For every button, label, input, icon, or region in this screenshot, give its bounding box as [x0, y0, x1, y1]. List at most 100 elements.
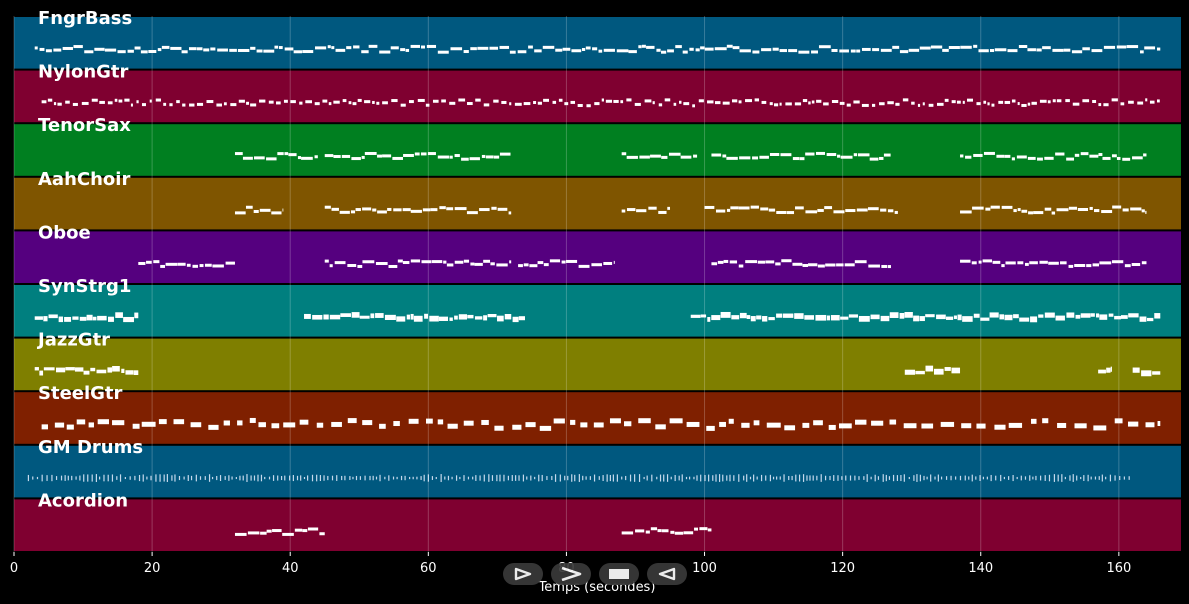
note [673, 102, 677, 106]
drum-hit [526, 476, 528, 480]
drum-hit [990, 474, 992, 482]
note [426, 418, 433, 424]
note [299, 419, 309, 425]
note [382, 101, 388, 105]
note [760, 207, 769, 211]
note [624, 421, 632, 427]
drum-hit [738, 474, 740, 482]
note [272, 529, 282, 533]
note [992, 260, 1001, 264]
note [1082, 47, 1090, 51]
note [302, 529, 308, 533]
rewind-button[interactable] [647, 563, 687, 585]
note [577, 104, 583, 108]
note [1038, 314, 1044, 318]
note [750, 316, 756, 322]
note [805, 152, 815, 156]
note [533, 101, 537, 105]
note [461, 157, 469, 161]
notes-synstrg1 [34, 311, 1161, 323]
drum-hit [300, 475, 302, 481]
note [871, 103, 876, 107]
note [454, 260, 464, 264]
note [107, 316, 114, 322]
note [999, 314, 1004, 320]
note [956, 100, 961, 104]
note [628, 50, 637, 54]
note [1080, 152, 1089, 156]
note [983, 100, 987, 104]
track-band-acordion [14, 499, 1181, 551]
note [294, 528, 303, 532]
drum-hit [986, 476, 988, 480]
drum-hit [242, 475, 244, 481]
drum-hit [1072, 474, 1074, 482]
note [785, 102, 792, 106]
stop-button[interactable] [599, 563, 639, 585]
note [1141, 261, 1147, 265]
note [158, 419, 167, 425]
drum-hit [1114, 475, 1116, 481]
note [668, 152, 681, 156]
drum-hit [280, 476, 283, 481]
note [155, 98, 161, 102]
notes-aahchoir [234, 205, 1147, 215]
drum-hit [323, 475, 325, 481]
drum-hit [289, 475, 291, 481]
note [370, 313, 375, 319]
note [234, 152, 243, 156]
note [408, 418, 419, 424]
note [948, 46, 960, 50]
note [249, 417, 256, 423]
note [880, 315, 890, 322]
note [284, 47, 294, 51]
note [206, 100, 214, 104]
note [324, 154, 334, 158]
note [656, 48, 661, 52]
note [319, 532, 325, 536]
note [1051, 211, 1056, 215]
note [204, 263, 212, 267]
note [664, 98, 671, 102]
note [539, 425, 552, 431]
note [951, 100, 956, 104]
note [153, 260, 160, 264]
drum-hit [171, 475, 173, 481]
note [644, 99, 652, 103]
note [420, 152, 427, 156]
drum-hit [937, 474, 939, 482]
note [794, 313, 804, 319]
drum-hit [643, 476, 645, 480]
note [1042, 418, 1049, 424]
track-label-nylongtr: NylonGtr [38, 62, 129, 83]
drum-hit [435, 476, 437, 480]
note [396, 316, 406, 322]
drum-hit [284, 475, 286, 481]
note [746, 315, 751, 320]
note [454, 154, 460, 158]
note [134, 312, 139, 319]
drum-hit [336, 475, 338, 481]
note [250, 103, 257, 107]
note [196, 47, 203, 51]
note [259, 99, 266, 103]
fast-forward-button[interactable] [551, 563, 591, 585]
note [799, 157, 805, 161]
notes-steelgtr [41, 417, 1161, 431]
drum-hit [651, 474, 653, 482]
track-band-aahchoir [14, 177, 1181, 230]
play-button[interactable] [503, 563, 543, 585]
drum-hit [612, 474, 614, 482]
note [146, 260, 152, 264]
drum-hit [134, 475, 136, 481]
note [1114, 418, 1123, 424]
note [372, 100, 375, 104]
note [84, 50, 94, 54]
note [481, 154, 486, 158]
note [1098, 103, 1102, 107]
note [425, 103, 430, 107]
note [648, 206, 657, 210]
note [853, 100, 860, 104]
note [314, 155, 318, 159]
note [508, 211, 512, 215]
